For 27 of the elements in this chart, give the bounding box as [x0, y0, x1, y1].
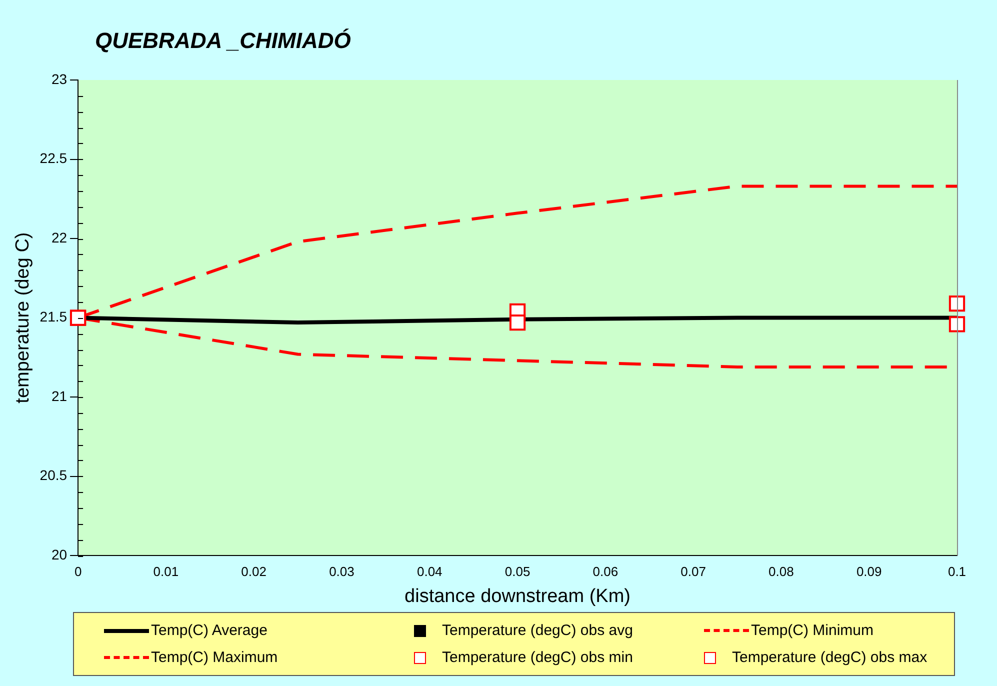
x-tick-label: 0.05 — [504, 564, 530, 579]
x-tick-label: 0.01 — [153, 564, 179, 579]
y-tick-label: 23 — [51, 70, 68, 87]
legend-label: Temperature (degC) obs min — [442, 649, 633, 666]
x-tick-label: 0.09 — [856, 564, 882, 579]
legend-label: Temp(C) Average — [151, 622, 268, 639]
y-tick-label: 22 — [51, 229, 68, 246]
chart-title: QUEBRADA _CHIMIADÓ — [95, 28, 351, 54]
y-axis-title: temperature (deg C) — [12, 232, 34, 404]
y-tick-label: 21.5 — [40, 308, 68, 325]
x-tick-label: 0.04 — [416, 564, 442, 579]
x-axis-title: distance downstream (Km) — [404, 586, 631, 607]
x-tick-label: 0.07 — [680, 564, 706, 579]
y-tick-label: 22.5 — [40, 150, 68, 166]
legend-label: Temperature (degC) obs avg — [442, 622, 633, 639]
x-tick-label: 0.06 — [592, 564, 618, 579]
x-tick-label: 0.03 — [329, 564, 354, 579]
y-tick-label: 20 — [51, 546, 68, 562]
x-tick-label: 0.02 — [241, 564, 266, 579]
legend-label: Temp(C) Maximum — [151, 649, 278, 666]
x-tick-label: 0.1 — [948, 564, 966, 579]
legend-label: Temp(C) Minimum — [751, 622, 874, 639]
x-tick-label: 0.08 — [768, 564, 794, 579]
y-tick-label: 20.5 — [40, 467, 68, 484]
y-tick-label: 21 — [51, 388, 68, 404]
x-tick-label: 0 — [74, 564, 82, 579]
legend-label: Temperature (degC) obs max — [732, 649, 928, 666]
